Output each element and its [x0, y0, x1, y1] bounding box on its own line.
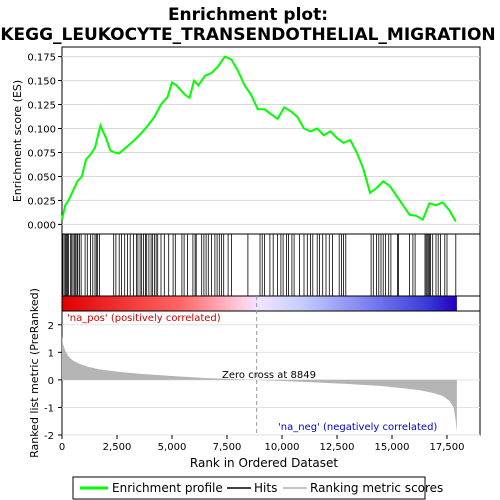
es-panel-frame: [61, 46, 481, 235]
es-y-tick-label: 0.000: [27, 220, 56, 231]
metric-y-axis-label: Ranked list metric (PreRanked): [28, 288, 41, 458]
es-y-tick-label: 0.125: [27, 101, 56, 112]
metric-y-tick-label: 0: [48, 376, 54, 387]
metric-y-tick-label: 1: [48, 348, 54, 359]
x-axis-label: Rank in Ordered Dataset: [190, 456, 338, 470]
rank-gradient-bar: [62, 296, 457, 311]
na-neg-label: 'na_neg' (negatively correlated): [278, 422, 437, 433]
chart-title-line1: Enrichment plot:: [168, 5, 328, 25]
rank-color-bar: [61, 295, 481, 312]
x-tick-label: 5,000: [158, 442, 187, 453]
na-pos-label: 'na_pos' (positively correlated): [67, 313, 221, 324]
es-panel: 0.000 0.025 0.050 0.075 0.100 0.125 0.150 0.175…: [11, 46, 481, 235]
x-tick-label: 2,500: [103, 442, 132, 453]
x-tick-label: 10,000: [265, 442, 300, 453]
es-y-ticks: 0.000 0.025 0.050 0.075 0.100 0.125 0.150 0.175: [27, 53, 62, 231]
es-y-tick-label: 0.100: [27, 125, 56, 136]
es-y-tick-label: 0.150: [27, 77, 56, 88]
metric-y-ticks: -2 -1 0 1 2: [44, 321, 62, 442]
x-ticks: 0 2,500 5,000 7,500 10,000 12,500 15,000 17,500: [59, 435, 465, 453]
es-y-axis-label: Enrichment score (ES): [11, 80, 24, 202]
metric-y-tick-label: 2: [48, 321, 54, 332]
legend: Enrichment profile Hits Ranking metric s…: [72, 476, 443, 500]
x-tick-label: 17,500: [430, 442, 465, 453]
legend-hits-label: Hits: [254, 481, 277, 495]
x-tick-label: 0: [59, 442, 65, 453]
x-axis: 0 2,500 5,000 7,500 10,000 12,500 15,000 17,500…: [59, 435, 465, 470]
es-y-tick-label: 0.050: [27, 172, 56, 183]
zero-cross-label: Zero cross at 8849: [222, 370, 316, 381]
metric-y-tick-label: -1: [44, 403, 54, 414]
es-y-tick-label: 0.175: [27, 53, 56, 64]
es-gridlines: [62, 56, 480, 225]
legend-enrichment-label: Enrichment profile: [112, 481, 223, 495]
x-tick-label: 7,500: [213, 442, 242, 453]
ranking-metric-area: [62, 335, 457, 433]
hit-markers: [62, 234, 457, 296]
enrichment-profile-line: [61, 55, 457, 222]
x-tick-label: 15,000: [375, 442, 410, 453]
x-tick-label: 12,500: [320, 442, 355, 453]
hits-panel: [61, 233, 481, 297]
chart-title-line2: KEGG_LEUKOCYTE_TRANSENDOTHELIAL_MIGRATIO…: [0, 25, 495, 45]
es-y-tick-label: 0.025: [27, 196, 56, 207]
metric-y-tick-label: -2: [44, 431, 54, 442]
ranked-metric-panel: -2 -1 0 1 2 'na_pos' (positively correlated)…: [28, 288, 481, 458]
hits-panel-frame: [61, 233, 481, 297]
legend-metric-label: Ranking metric scores: [310, 481, 443, 495]
es-y-tick-label: 0.075: [27, 148, 56, 159]
